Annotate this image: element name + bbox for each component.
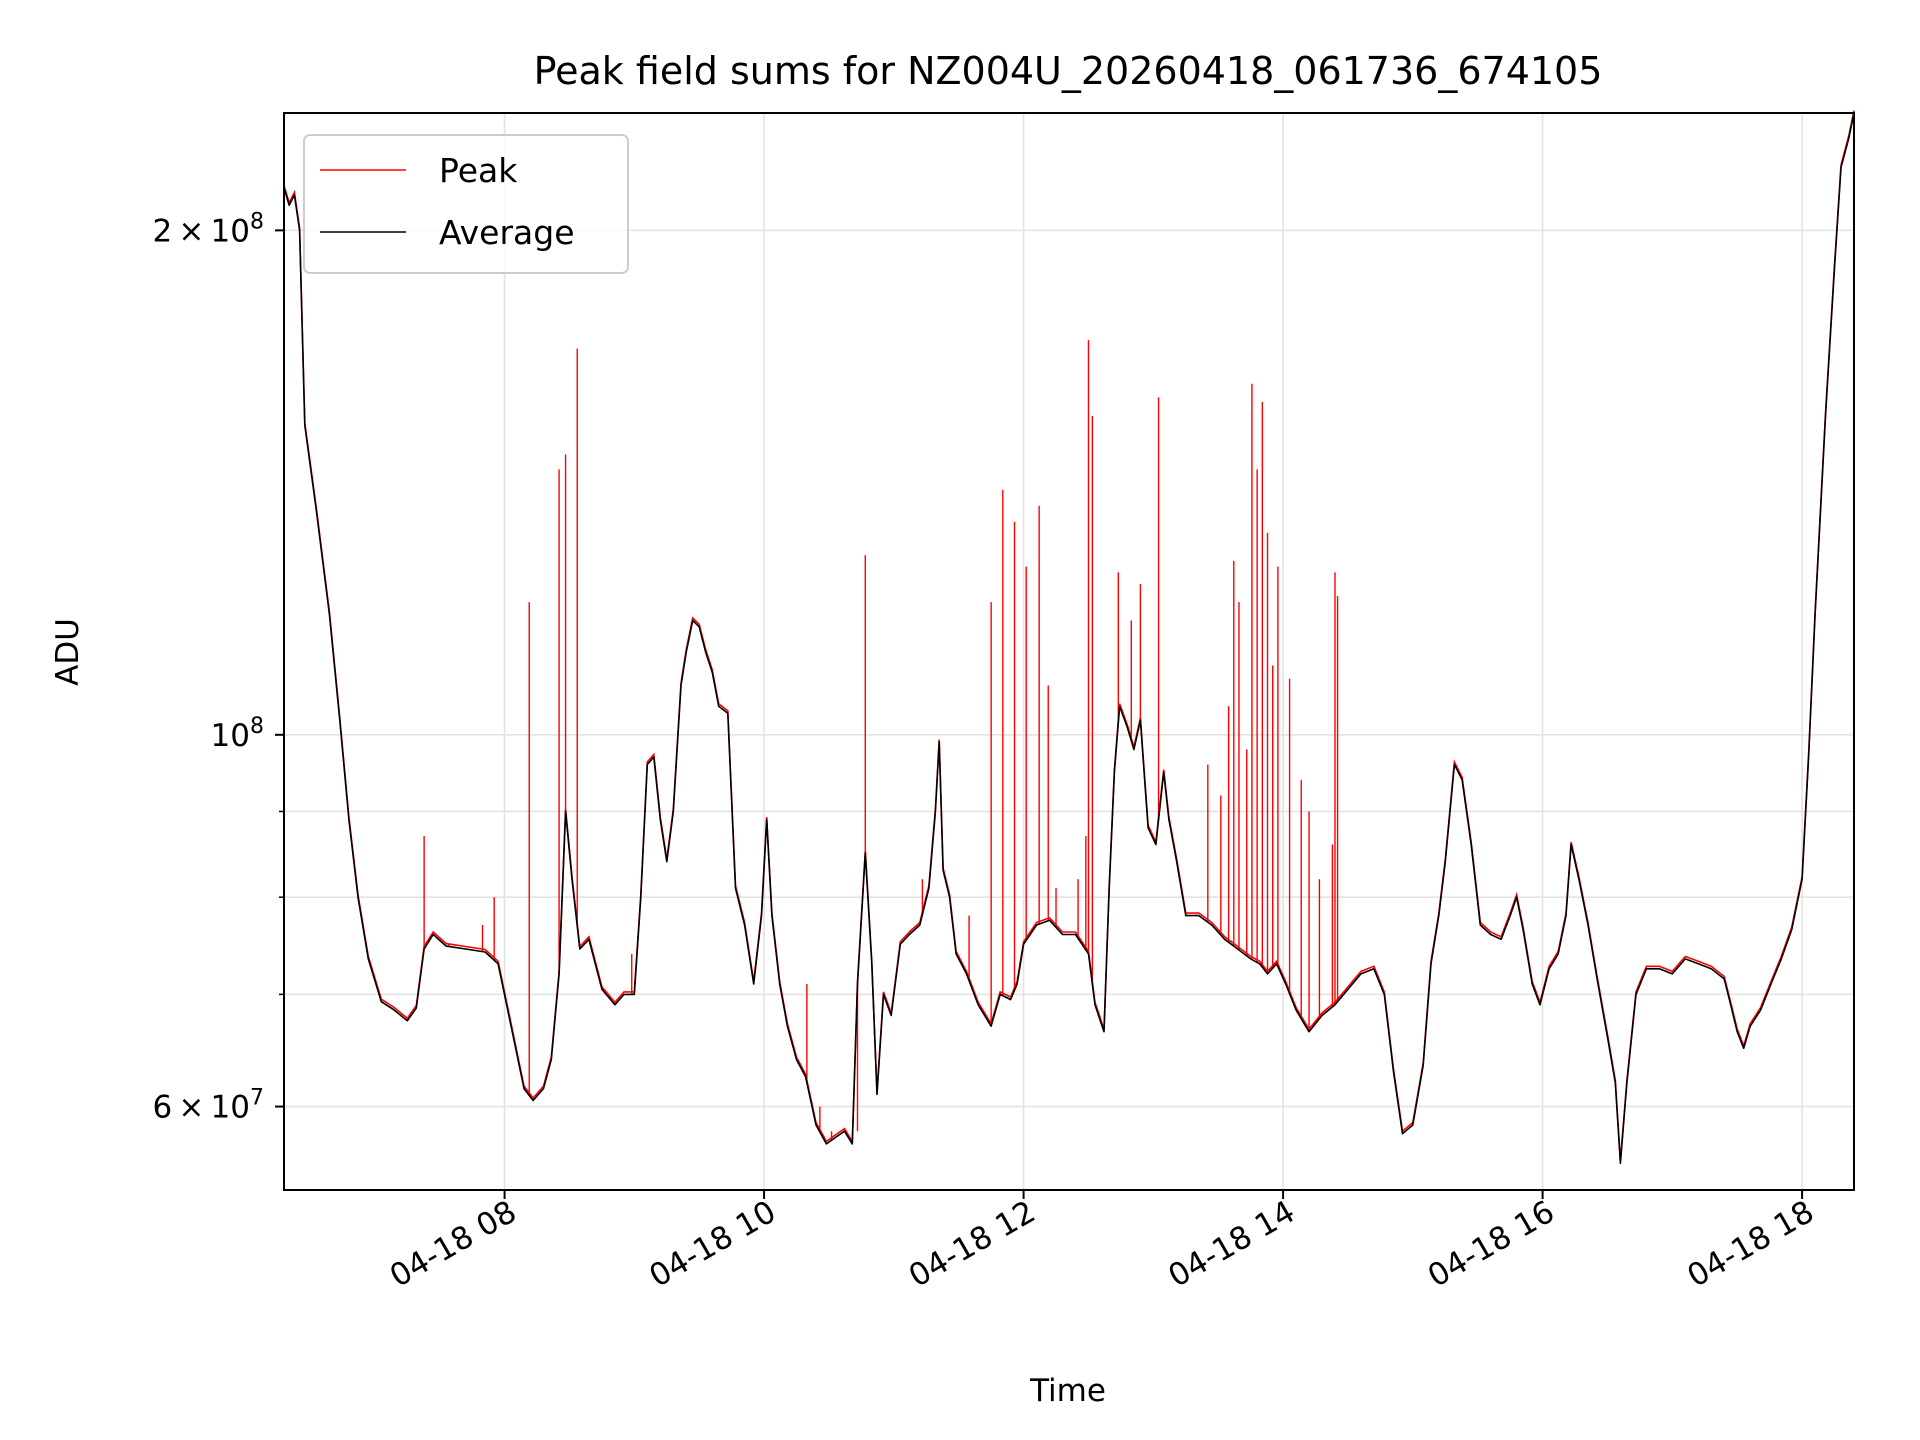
y-tick-label: 2 × 108	[152, 209, 264, 249]
legend: Peak Average	[303, 134, 629, 274]
legend-average-label: Average	[439, 213, 575, 252]
y-tick-label: 108	[211, 714, 264, 754]
legend-peak-label: Peak	[439, 151, 518, 190]
x-axis-label: Time	[1029, 1373, 1106, 1409]
average-series-line	[283, 112, 1855, 1165]
y-axis-label: ADU	[50, 618, 86, 686]
plot-frame	[283, 112, 1855, 1191]
chart-title: Peak field sums for NZ004U_20260418_0617…	[534, 49, 1603, 93]
y-tick-label: 6 × 107	[152, 1086, 264, 1126]
